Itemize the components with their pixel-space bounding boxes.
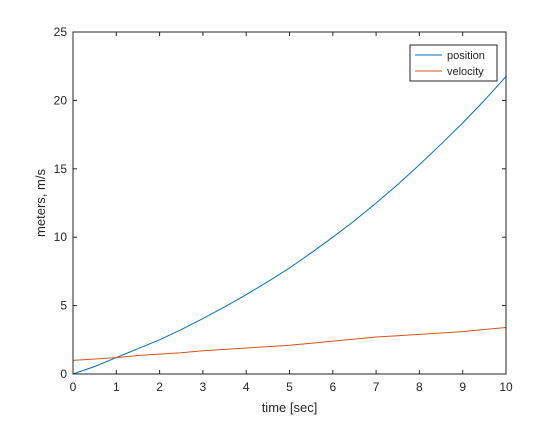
series-layer xyxy=(72,76,507,375)
series-line-velocity xyxy=(72,326,507,361)
y-tick-label: 0 xyxy=(60,367,67,381)
y-tick-label: 10 xyxy=(54,230,68,244)
x-tick-label: 1 xyxy=(113,380,120,394)
x-axis-label: time [sec] xyxy=(262,400,318,415)
plot-background xyxy=(73,32,506,374)
legend: position velocity xyxy=(409,44,498,82)
x-tick-label: 2 xyxy=(156,380,163,394)
x-tick-label: 7 xyxy=(373,380,380,394)
x-tick-label: 6 xyxy=(329,380,336,394)
x-tick-label: 5 xyxy=(286,380,293,394)
x-tick-label: 10 xyxy=(499,380,513,394)
x-tick-label: 3 xyxy=(200,380,207,394)
x-tick-label: 8 xyxy=(416,380,423,394)
y-tick-label: 25 xyxy=(54,25,68,39)
x-tick-label: 0 xyxy=(70,380,77,394)
legend-label-velocity: velocity xyxy=(447,66,484,78)
y-axis-label: meters, m/s xyxy=(33,169,48,237)
ticks-layer: 0 1 2 3 4 5 6 7 8 9 10 0 5 10 15 20 25 xyxy=(54,25,513,394)
y-tick-label: 20 xyxy=(54,93,68,107)
legend-label-position: position xyxy=(447,50,485,62)
y-tick-label: 5 xyxy=(60,299,67,313)
y-tick-label: 15 xyxy=(54,162,68,176)
x-tick-label: 4 xyxy=(243,380,250,394)
x-tick-label: 9 xyxy=(459,380,466,394)
legend-box xyxy=(409,44,498,82)
series-line-position xyxy=(72,76,507,375)
